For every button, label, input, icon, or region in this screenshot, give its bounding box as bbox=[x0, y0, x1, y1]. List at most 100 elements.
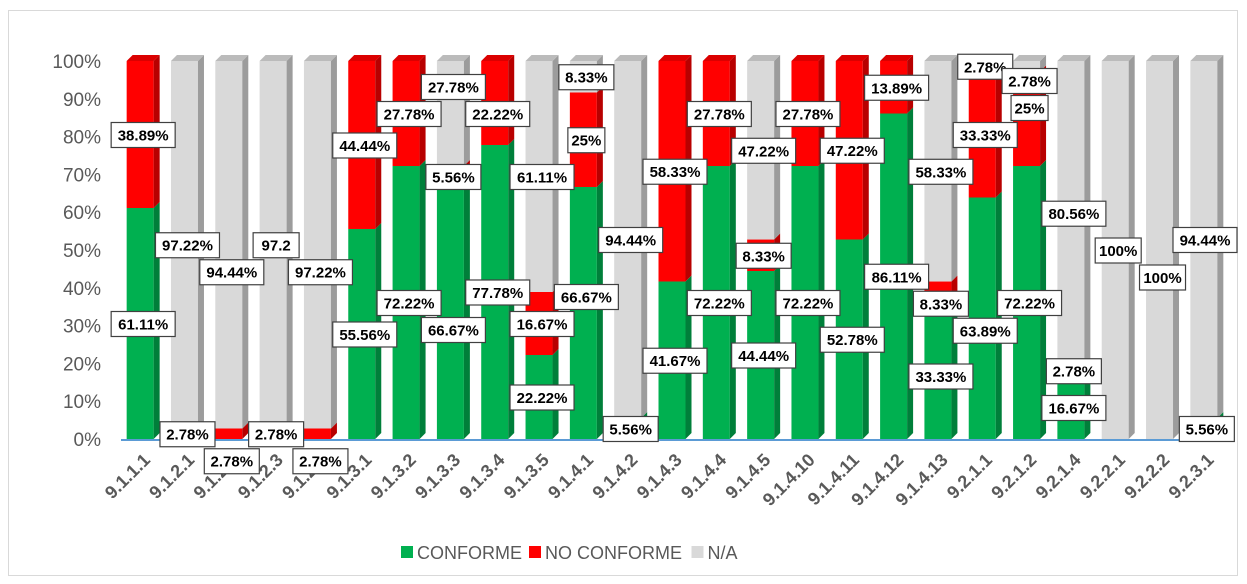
data-label-box bbox=[1178, 415, 1235, 443]
data-label: 25% bbox=[1015, 101, 1045, 118]
data-label: 97.2 bbox=[262, 238, 291, 255]
data-label-box bbox=[731, 137, 797, 164]
bar-top bbox=[1146, 55, 1180, 61]
data-label: 58.33% bbox=[650, 164, 701, 181]
data-label: 25% bbox=[571, 133, 601, 150]
bar-top bbox=[835, 55, 869, 61]
legend-label: CONFORME bbox=[417, 543, 522, 563]
data-label: 8.33% bbox=[565, 70, 608, 87]
bar-top bbox=[614, 55, 648, 61]
bar-side bbox=[242, 55, 249, 429]
data-label-box bbox=[509, 310, 575, 338]
y-tick-label: 20% bbox=[63, 354, 101, 375]
data-label: 94.44% bbox=[206, 265, 257, 282]
bar-top bbox=[924, 55, 958, 62]
data-label: 61.11% bbox=[118, 317, 168, 334]
chart-area: 0% 10% 20% 30% 40% 50% 60% 70% 80% 90% 100% 9.1.1.1… bbox=[8, 10, 1238, 576]
data-label-box bbox=[558, 64, 615, 91]
y-tick-label: 90% bbox=[63, 90, 101, 111]
data-label-box bbox=[465, 279, 531, 306]
bar-segment-n-a bbox=[1146, 61, 1174, 439]
data-label: 94.44% bbox=[1180, 232, 1231, 249]
data-label-box bbox=[248, 421, 305, 448]
data-label-box bbox=[1045, 358, 1102, 385]
data-label-box bbox=[332, 132, 398, 159]
data-label-box bbox=[465, 100, 531, 128]
data-label: 100% bbox=[1143, 270, 1181, 287]
data-label-box bbox=[287, 259, 354, 286]
legend-label: NO CONFORME bbox=[545, 543, 682, 563]
bar-top bbox=[348, 55, 382, 61]
data-label-box bbox=[642, 347, 708, 374]
bar-segment-no-conforme bbox=[303, 428, 331, 439]
data-label-box bbox=[553, 283, 619, 311]
data-label: 33.33% bbox=[960, 128, 1011, 145]
data-label: 72.22% bbox=[384, 296, 435, 313]
data-label: 72.22% bbox=[694, 296, 745, 313]
x-tick-label: 9.1.3.2 bbox=[367, 450, 420, 503]
bar-top bbox=[880, 55, 914, 61]
data-label-box bbox=[376, 100, 442, 128]
bar-segment-no-conforme bbox=[215, 428, 243, 439]
bar-top bbox=[481, 55, 515, 61]
bar-top bbox=[747, 55, 781, 62]
x-tick-label: 9.2.1.4 bbox=[1032, 450, 1085, 503]
data-label: 2.78% bbox=[1053, 364, 1096, 381]
x-tick-label: 9.2.1.1 bbox=[943, 450, 996, 503]
bar-top bbox=[126, 55, 160, 61]
data-label: 16.67% bbox=[517, 317, 568, 334]
y-tick-label: 10% bbox=[63, 392, 101, 413]
x-tick-label: 9.1.4.2 bbox=[588, 450, 641, 503]
data-label-box bbox=[199, 259, 265, 286]
bar-top bbox=[436, 54, 470, 61]
data-label: 61.11% bbox=[517, 169, 567, 186]
data-label-box bbox=[420, 73, 486, 101]
data-label-box bbox=[686, 289, 752, 317]
data-label-box bbox=[912, 290, 970, 317]
data-label-box bbox=[567, 127, 606, 154]
data-label-box bbox=[292, 448, 349, 475]
y-tick-label: 30% bbox=[63, 317, 101, 338]
data-label-box bbox=[110, 310, 176, 338]
data-label: 66.67% bbox=[561, 290, 612, 307]
data-label: 22.22% bbox=[472, 107, 523, 124]
data-label-box bbox=[110, 121, 176, 149]
bar-segment-n-a bbox=[1013, 61, 1041, 72]
stacked-bar-chart: 0% 10% 20% 30% 40% 50% 60% 70% 80% 90% 100% 9.1.1.1… bbox=[52, 52, 1238, 563]
data-label-box bbox=[1094, 237, 1142, 264]
bar-top bbox=[702, 55, 736, 61]
data-label: 80.56% bbox=[1048, 206, 1099, 223]
data-label: 27.78% bbox=[428, 80, 479, 97]
data-label: 27.78% bbox=[783, 107, 834, 124]
data-label-box bbox=[731, 342, 797, 369]
data-labels-layer: 61.11% 38.89% 2.78% 97.22% 2.78% 94.44% 2.78% 9… bbox=[110, 53, 1238, 475]
bar-top bbox=[1190, 55, 1224, 61]
legend-swatch bbox=[691, 546, 704, 558]
data-label-box bbox=[775, 100, 841, 128]
data-label-box bbox=[332, 321, 398, 348]
bar-top bbox=[170, 55, 204, 61]
data-label-box bbox=[376, 289, 442, 317]
data-label-box bbox=[952, 317, 1018, 344]
data-label: 72.22% bbox=[783, 296, 834, 313]
bar-top bbox=[1057, 54, 1091, 61]
data-label-box bbox=[735, 242, 792, 269]
data-label: 8.33% bbox=[920, 296, 963, 313]
x-tick-label: 9.1.3.5 bbox=[500, 450, 553, 503]
data-label-box bbox=[1172, 226, 1238, 254]
bar-top bbox=[303, 55, 337, 61]
legend-swatch bbox=[401, 546, 413, 558]
y-tick-label: 50% bbox=[63, 241, 101, 262]
data-label-box bbox=[686, 100, 752, 128]
data-label: 5.56% bbox=[609, 421, 652, 438]
bar-top bbox=[791, 55, 825, 61]
data-label: 66.67% bbox=[428, 323, 479, 340]
data-label-box bbox=[509, 163, 575, 191]
data-label: 44.44% bbox=[738, 348, 789, 365]
y-tick-label: 80% bbox=[63, 128, 101, 149]
data-label: 8.33% bbox=[742, 248, 785, 265]
data-label: 97.22% bbox=[295, 265, 346, 282]
data-label: 2.78% bbox=[166, 427, 209, 444]
data-label: 13.89% bbox=[871, 80, 922, 97]
data-label-box bbox=[996, 289, 1063, 317]
